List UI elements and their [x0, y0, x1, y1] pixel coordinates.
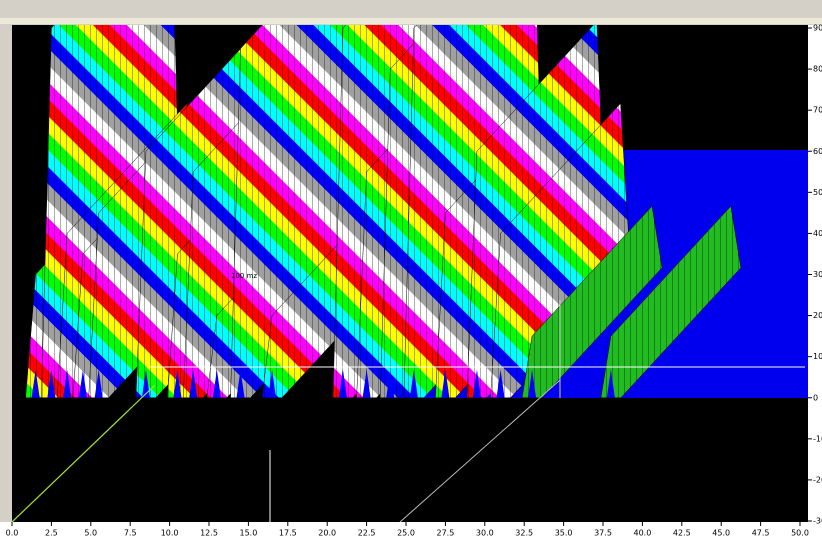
- x-tick-label: 2.5: [45, 529, 58, 538]
- x-tick-label: 45.0: [712, 529, 730, 538]
- peak-front: [141, 369, 150, 398]
- x-tick-label: 50.0: [791, 529, 809, 538]
- x-tick-label: 32.5: [515, 529, 533, 538]
- peak-front: [472, 369, 481, 398]
- x-tick-label: 20.0: [318, 529, 336, 538]
- y-tick-label: 80: [813, 65, 822, 74]
- peak-front: [31, 369, 40, 398]
- toolbar-edge: [0, 18, 822, 24]
- y-tick-label: 60: [813, 147, 822, 156]
- peak-ribbon-lines: [490, 103, 631, 398]
- peak-front: [63, 369, 72, 398]
- peak-front: [496, 369, 505, 398]
- x-axis-strip: [0, 522, 822, 540]
- guide-line: [12, 384, 156, 522]
- peak-front: [212, 369, 221, 398]
- x-tick-label: 12.5: [200, 529, 218, 538]
- x-tick-label: 27.5: [436, 529, 454, 538]
- peak-front: [78, 369, 87, 398]
- y-tick-label: 10: [813, 352, 822, 361]
- x-tick-label: 40.0: [633, 529, 651, 538]
- peak-front: [338, 369, 347, 398]
- peak-front: [528, 369, 537, 398]
- x-tick-label: 7.5: [124, 529, 137, 538]
- x-tick-label: 30.0: [476, 529, 494, 538]
- peak-front: [236, 369, 245, 398]
- x-tick-label: 15.0: [239, 529, 257, 538]
- y-tick-label: 20: [813, 311, 822, 320]
- x-tick-label: 35.0: [555, 529, 573, 538]
- x-tick-label: 42.5: [673, 529, 691, 538]
- peak-front: [441, 369, 450, 398]
- x-tick-label: 17.5: [279, 529, 297, 538]
- peak-front: [47, 369, 56, 398]
- plot: [12, 25, 808, 522]
- y-tick-label: 90: [813, 24, 822, 33]
- peak-front: [606, 369, 615, 398]
- guide-line: [399, 379, 561, 522]
- peak-ribbon-lines: [600, 206, 741, 398]
- peak-front: [173, 369, 182, 398]
- peak-ribbon-lines: [522, 206, 663, 398]
- x-tick-label: 0.0: [6, 529, 19, 538]
- y-tick-label: -30: [813, 517, 822, 526]
- x-tick-label: 25.0: [397, 529, 415, 538]
- y-tick-label: -10: [813, 434, 822, 443]
- x-tick-label: 47.5: [752, 529, 770, 538]
- y-tick-label: 70: [813, 106, 822, 115]
- peak-front: [386, 369, 395, 398]
- y-tick-label: 50: [813, 188, 822, 197]
- y-tick-label: 30: [813, 270, 822, 279]
- x-tick-label: 22.5: [358, 529, 376, 538]
- y-tick-label: 40: [813, 229, 822, 238]
- toolbar[interactable]: [0, 0, 822, 18]
- x-tick-label: 37.5: [594, 529, 612, 538]
- annotation: 100 mz: [231, 272, 257, 280]
- y-tick-label: -20: [813, 475, 822, 484]
- peak-front: [268, 369, 277, 398]
- peak-front: [409, 369, 418, 398]
- peak-front: [362, 369, 371, 398]
- x-tick-label: 10.0: [161, 529, 179, 538]
- y-unit: nA: [793, 28, 804, 37]
- x-tick-label: 5.0: [84, 529, 97, 538]
- peak-front: [94, 369, 103, 398]
- y-tick-label: 0: [813, 393, 818, 402]
- x-unit: min: [793, 513, 808, 522]
- peak-front: [189, 369, 198, 398]
